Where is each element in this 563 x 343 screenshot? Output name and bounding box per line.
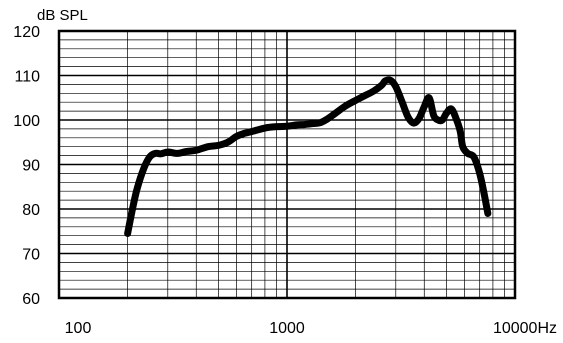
x-tick-label: 10000Hz: [493, 320, 557, 337]
y-tick-label: 110: [14, 69, 40, 86]
x-tick-label: 1000: [269, 320, 305, 337]
y-tick-labels: 60 70 80 90 100 110 120: [13, 24, 40, 308]
x-tick-label: 100: [65, 320, 92, 337]
y-tick-label: 70: [22, 247, 40, 264]
response-curve-line: [124, 76, 492, 237]
y-axis-label: dB SPL: [37, 7, 88, 24]
curve-layer: [124, 76, 492, 237]
y-tick-label: 60: [22, 291, 40, 308]
y-tick-label: 100: [13, 113, 40, 130]
y-tick-label: 120: [13, 24, 40, 41]
y-tick-label: 80: [22, 202, 40, 219]
y-tick-label: 90: [22, 158, 40, 175]
x-tick-labels: 100 1000 10000Hz: [65, 320, 557, 337]
plot-frame: [57, 29, 517, 300]
